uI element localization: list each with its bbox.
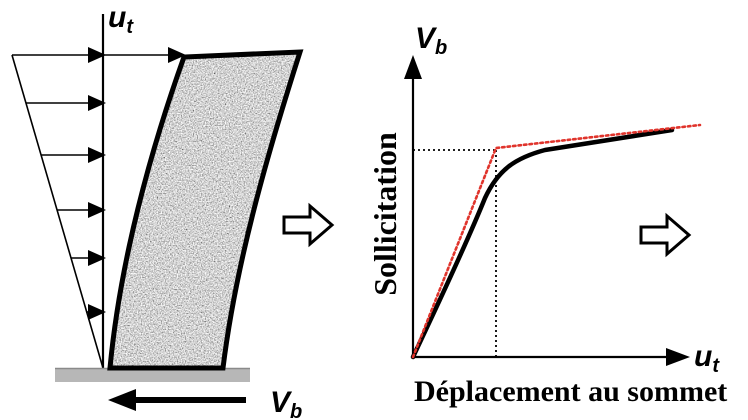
base-shear-arrow — [108, 389, 246, 411]
top-displacement-symbol: u — [108, 1, 126, 34]
y-axis-title-text: Sollicitation — [367, 132, 403, 296]
x-axis-subscript: t — [712, 355, 720, 377]
bilinear-idealization — [411, 123, 702, 359]
y-axis-symbol: V — [415, 22, 438, 55]
x-axis-symbol: u — [694, 340, 712, 373]
top-displacement-subscript: t — [126, 16, 134, 38]
capacity-curve — [410, 127, 675, 360]
wall-load-figure: ut Vb — [11, 1, 304, 420]
outline-right-arrow-icon — [639, 212, 692, 258]
load-arrow — [57, 202, 106, 218]
y-axis-title: Sollicitation — [367, 132, 403, 296]
x-axis-title-text: Déplacement au sommet — [414, 375, 727, 408]
top-displacement-label: ut — [108, 1, 134, 38]
load-arrow — [26, 95, 106, 111]
y-axis-symbol-label: Vb — [415, 22, 447, 59]
x-axis-symbol-label: ut — [694, 340, 720, 377]
wall-body — [110, 52, 300, 368]
x-axis-title: Déplacement au sommet — [414, 375, 727, 408]
load-arrow — [41, 147, 106, 163]
capacity-curve-graph: Vb ut Sollicitation Déplacement au somme… — [367, 22, 727, 408]
top-displacement-arrow — [12, 47, 186, 63]
x-axis — [412, 348, 690, 366]
base-shear-label: Vb — [270, 386, 302, 420]
base-shear-subscript: b — [290, 401, 302, 420]
y-axis-subscript: b — [435, 37, 447, 59]
load-arrow — [71, 250, 106, 266]
wall-outline — [107, 49, 304, 371]
y-axis — [404, 55, 422, 358]
load-arrow — [86, 304, 106, 320]
base-shear-symbol: V — [270, 386, 293, 419]
outline-right-arrow-icon — [282, 202, 335, 248]
triangular-load-outline — [11, 54, 104, 369]
